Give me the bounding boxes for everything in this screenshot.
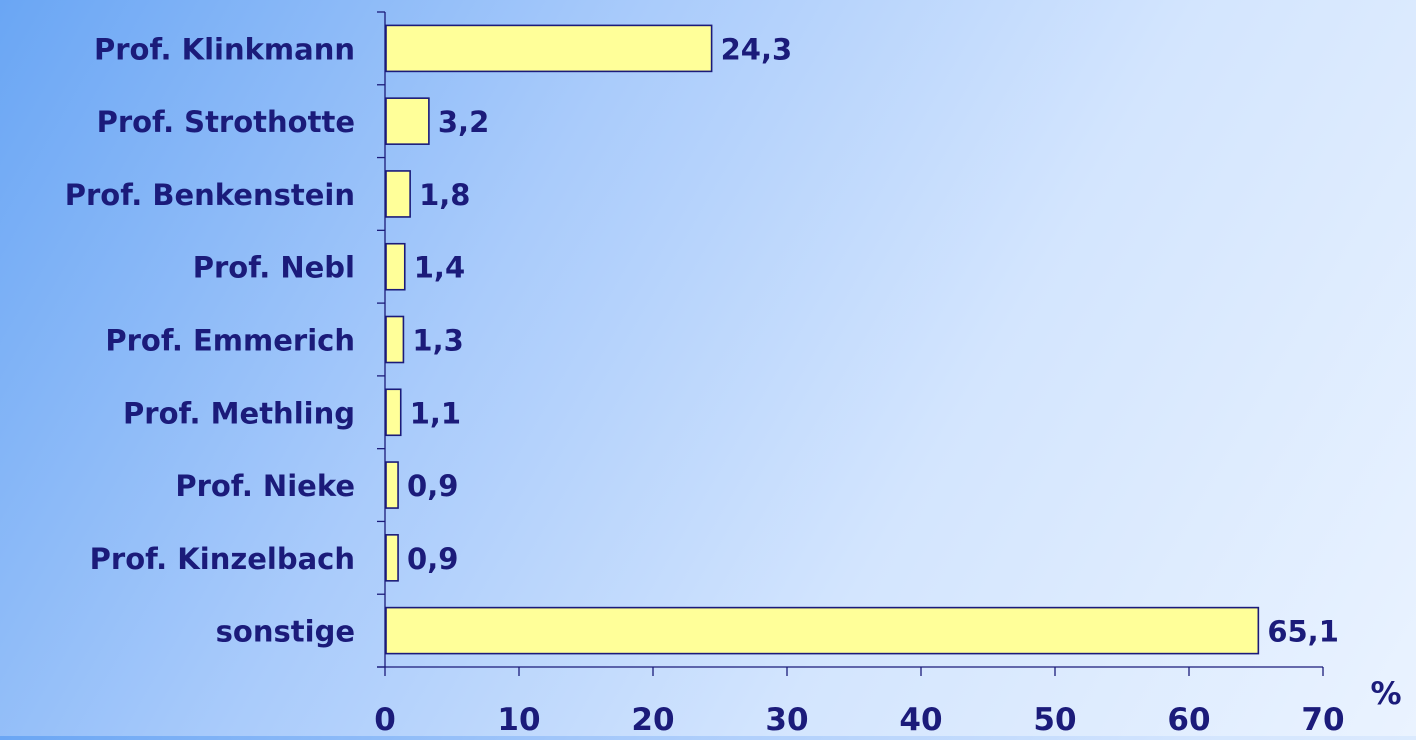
- value-label: 1,3: [412, 324, 463, 358]
- value-label: 3,2: [438, 105, 489, 139]
- category-label: sonstige: [216, 615, 355, 649]
- x-tick-label: 10: [497, 702, 540, 736]
- x-tick-label: 20: [631, 702, 674, 736]
- bar: [385, 461, 399, 509]
- category-label: Prof. Benkenstein: [65, 178, 355, 212]
- category-label: Prof. Klinkmann: [94, 32, 355, 66]
- x-tick-label: 40: [899, 702, 942, 736]
- category-label: Prof. Methling: [123, 396, 355, 430]
- category-label: Prof. Emmerich: [105, 324, 355, 358]
- labels: 0 10 20 30 40 50 60 70% Prof. Klinkmann 24,3 Prof.…: [65, 32, 1402, 738]
- bar: [385, 534, 399, 582]
- category-label: Prof. Nebl: [193, 251, 355, 285]
- value-label: 1,4: [414, 251, 465, 285]
- bars: [385, 24, 1260, 655]
- value-label: 0,9: [407, 542, 458, 576]
- value-label: 24,3: [721, 32, 793, 66]
- bar: [385, 315, 405, 364]
- value-label: 65,1: [1267, 615, 1339, 649]
- x-tick-label: 30: [765, 702, 808, 736]
- bar: [385, 242, 406, 291]
- value-label: 1,1: [410, 396, 461, 430]
- category-label: Prof. Strothotte: [97, 105, 355, 139]
- x-tick-label: 50: [1033, 702, 1076, 736]
- bar: [385, 606, 1260, 655]
- category-label: Prof. Kinzelbach: [90, 542, 355, 576]
- bar: [385, 388, 402, 437]
- x-tick-label: 70: [1301, 702, 1344, 736]
- axes: [377, 11, 1324, 676]
- x-axis-title: %: [1370, 676, 1401, 712]
- value-label: 0,9: [407, 469, 458, 503]
- bar: [385, 97, 430, 145]
- bar: [385, 170, 411, 218]
- x-tick-label: 60: [1167, 702, 1210, 736]
- category-label: Prof. Nieke: [175, 469, 355, 503]
- bar: [385, 24, 713, 73]
- x-tick-label: 0: [374, 702, 396, 736]
- value-label: 1,8: [419, 178, 470, 212]
